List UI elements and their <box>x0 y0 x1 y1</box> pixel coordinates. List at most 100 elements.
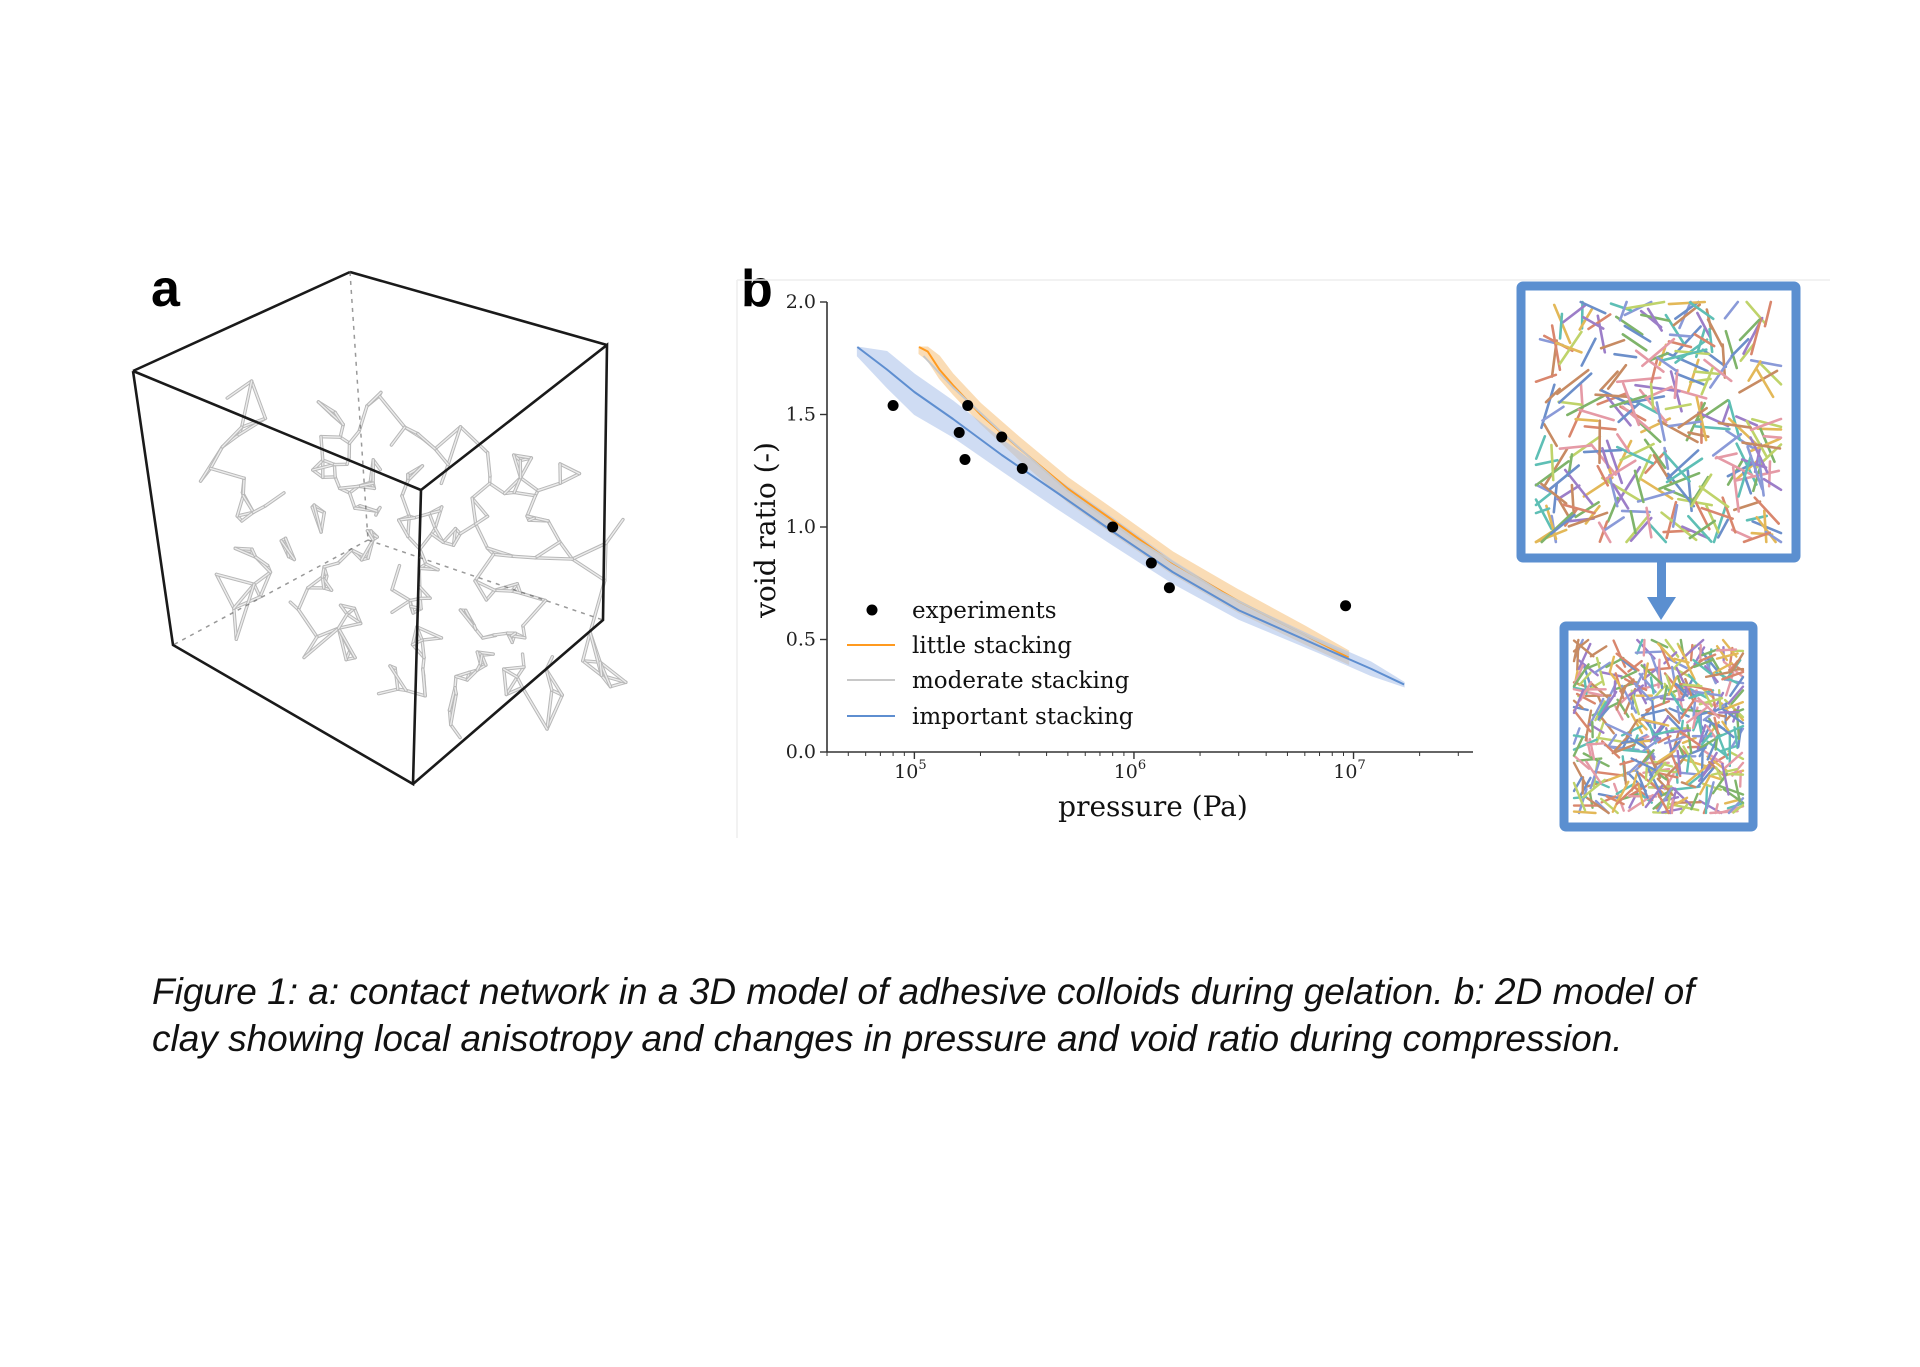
clay-particle-compressed-344 <box>1608 655 1616 674</box>
clay-particle-compressed-316 <box>1715 648 1738 652</box>
clay-particle-loose-183 <box>1662 451 1691 483</box>
network-bond-highlight-184 <box>339 436 351 444</box>
clay-particle-compressed-368 <box>1682 745 1700 773</box>
clay-particle-compressed-404 <box>1656 642 1676 663</box>
clay-particle-compressed-369 <box>1704 670 1733 679</box>
x-axis-title: pressure (Pa) <box>1058 790 1248 823</box>
clay-particle-compressed-411 <box>1721 670 1745 681</box>
clay-particle-compressed-79 <box>1576 647 1580 672</box>
network-bond-highlight-328 <box>233 583 255 609</box>
network-bond-highlight-320 <box>339 604 348 615</box>
clay-particle-loose-129 <box>1652 453 1674 486</box>
series-lines <box>856 346 1405 686</box>
clay-particle-loose-258 <box>1649 382 1655 410</box>
network-bond-highlight-313 <box>459 523 477 535</box>
clay-particle-loose-165 <box>1541 405 1565 422</box>
inset-after-compression <box>1559 621 1758 832</box>
network-bond-highlight-178 <box>391 599 411 613</box>
experiment-point-0 <box>887 400 899 411</box>
clay-particle-compressed-376 <box>1697 697 1721 719</box>
network-bond-highlight-94 <box>447 426 462 466</box>
clay-particle-compressed-298 <box>1630 689 1641 716</box>
clay-particle-compressed-405 <box>1642 738 1660 752</box>
clay-particle-compressed-119 <box>1584 709 1593 742</box>
clay-particle-compressed-185 <box>1670 665 1676 683</box>
clay-particle-loose-119 <box>1657 419 1699 444</box>
clay-particle-loose-102 <box>1696 311 1712 339</box>
clay-particle-loose-38 <box>1739 342 1756 363</box>
clay-particle-loose-254 <box>1555 341 1583 354</box>
network-bond-highlight-203 <box>605 518 624 545</box>
clay-particle-loose-257 <box>1558 372 1593 404</box>
clay-particle-loose-113 <box>1648 522 1668 544</box>
clay-particle-compressed-390 <box>1572 663 1590 688</box>
clay-particle-compressed-275 <box>1650 655 1664 686</box>
network-bond-highlight-324 <box>454 686 457 695</box>
network-bond-highlight-42 <box>428 512 436 530</box>
network-bond-highlight-267 <box>253 571 272 585</box>
clay-particle-loose-219 <box>1540 482 1568 505</box>
network-bond-highlight-309 <box>209 467 245 479</box>
network-bond-highlight-326 <box>339 485 360 490</box>
clay-particle-loose-234 <box>1747 360 1762 382</box>
network-bond-highlight-215 <box>494 589 513 592</box>
network-bond-highlight-272 <box>241 511 255 522</box>
clay-particle-loose-216 <box>1673 368 1679 400</box>
clay-particle-loose-178 <box>1550 443 1555 482</box>
clay-particle-compressed-274 <box>1721 720 1732 735</box>
x-tick-label-1: 106 <box>1114 758 1146 783</box>
clay-particle-compressed-129 <box>1622 760 1628 786</box>
clay-particle-loose-193 <box>1687 514 1713 543</box>
network-bond-highlight-262 <box>419 597 422 610</box>
y-tick-label-0: 0.0 <box>786 741 816 763</box>
network-bond-highlight-174 <box>337 622 362 629</box>
y-tick-label-3: 1.5 <box>786 404 816 426</box>
clay-particle-loose-195 <box>1749 359 1783 368</box>
clay-particle-compressed-400 <box>1572 736 1584 757</box>
clay-particle-loose-84 <box>1640 478 1674 500</box>
clay-particle-loose-161 <box>1742 531 1772 544</box>
clay-particle-compressed-41 <box>1612 639 1627 668</box>
clay-particle-compressed-331 <box>1572 709 1592 733</box>
clay-particle-compressed-312 <box>1727 685 1745 705</box>
network-bond-highlight-322 <box>360 539 374 561</box>
clay-particle-compressed-74 <box>1630 712 1644 735</box>
network-bond-highlight-22 <box>526 494 537 517</box>
clay-particle-loose-171 <box>1750 317 1763 356</box>
clay-particle-compressed-414 <box>1677 645 1688 662</box>
network-bond-highlight-153 <box>534 541 561 559</box>
network-bond-highlight-18 <box>604 542 607 582</box>
clay-particle-loose-173 <box>1708 327 1714 354</box>
clay-particle-compressed-297 <box>1578 776 1592 799</box>
clay-particle-loose-185 <box>1608 474 1619 508</box>
clay-particle-loose-166 <box>1749 417 1783 432</box>
clay-particle-loose-203 <box>1534 435 1547 460</box>
clay-particle-loose-209 <box>1717 421 1752 429</box>
clay-particle-compressed-222 <box>1664 796 1680 802</box>
network-bond-highlight-159 <box>307 576 324 589</box>
network-bond-highlight-131 <box>455 675 468 681</box>
clay-particle-loose-249 <box>1741 441 1782 450</box>
network-bond-highlight-60 <box>493 632 509 636</box>
experiment-point-3 <box>962 400 974 411</box>
network-bond-highlight-323 <box>366 530 374 541</box>
clay-particle-loose-22 <box>1721 402 1731 425</box>
legend-label-little-stacking: little stacking <box>912 633 1072 659</box>
network-bond-highlight-17 <box>537 482 562 492</box>
network-bond-highlight-226 <box>259 571 272 598</box>
clay-particle-compressed-406 <box>1670 798 1674 815</box>
clay-particle-compressed-383 <box>1715 724 1745 740</box>
figure-caption: Figure 1: a: contact network in a 3D mod… <box>152 968 1792 1062</box>
clay-particle-loose-207 <box>1579 300 1607 315</box>
network-bond-highlight-137 <box>348 492 356 509</box>
clay-particle-compressed-285 <box>1577 787 1588 815</box>
clay-particle-compressed-123 <box>1636 638 1644 655</box>
network-bond-highlight-72 <box>234 547 257 558</box>
clay-particle-compressed-278 <box>1679 803 1689 815</box>
clay-particle-compressed-391 <box>1679 730 1701 747</box>
clay-particle-loose-131 <box>1596 464 1610 487</box>
clay-particle-compressed-176 <box>1642 638 1646 657</box>
network-bond-highlight-228 <box>242 477 245 497</box>
clay-particle-loose-255 <box>1656 356 1678 373</box>
